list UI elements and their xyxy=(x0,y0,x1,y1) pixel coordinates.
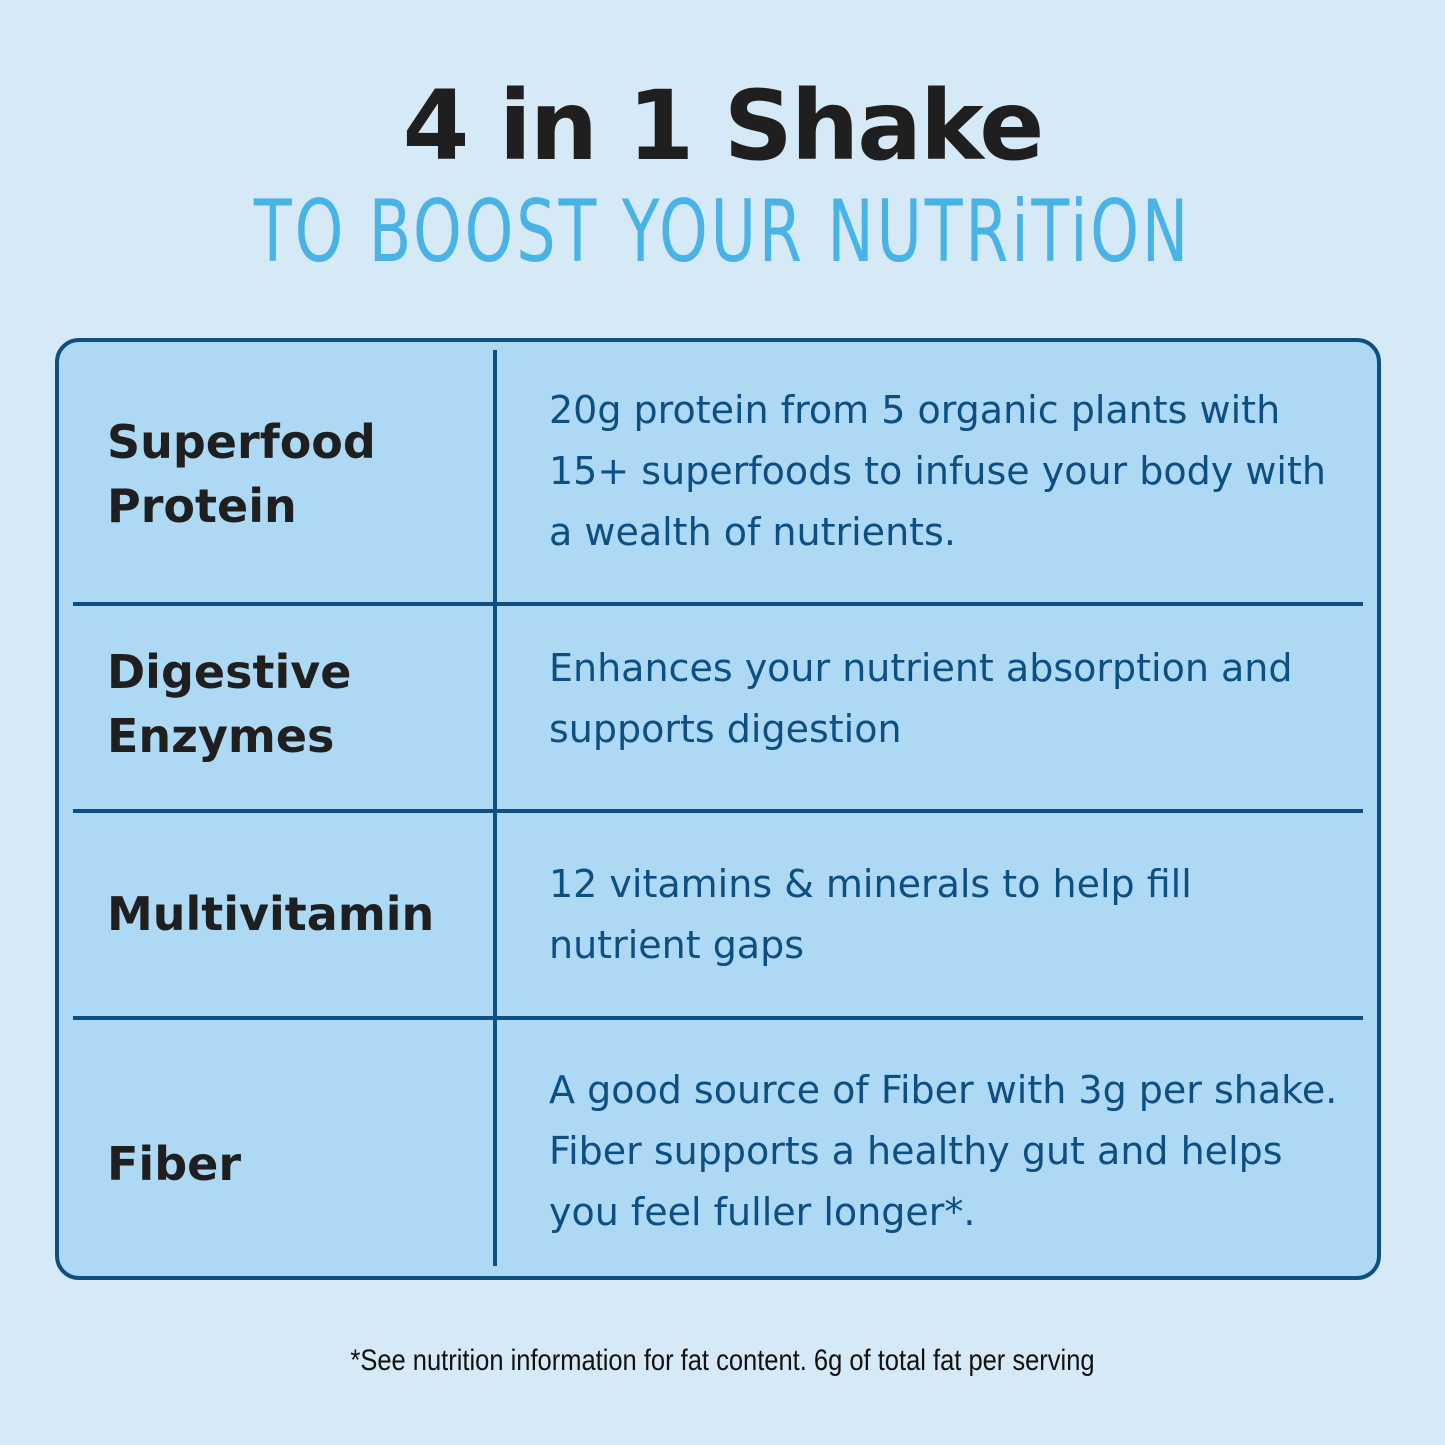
row-label: Fiber xyxy=(107,1137,242,1191)
row-divider xyxy=(73,1016,1363,1020)
column-divider xyxy=(493,350,497,1266)
row-label: Multivitamin xyxy=(107,887,435,941)
row-description: A good source of Fiber with 3g per shake… xyxy=(549,1068,1338,1234)
row-divider xyxy=(73,809,1363,813)
page-subtitle: TO BOOST YOUR NUTRiTiON xyxy=(253,182,1192,282)
footnote: *See nutrition information for fat conte… xyxy=(350,1344,1095,1377)
row-description: 20g protein from 5 organic plants with 1… xyxy=(549,388,1326,554)
row-description: 12 vitamins & minerals to help fill nutr… xyxy=(549,862,1192,967)
page-title: 4 in 1 Shake xyxy=(402,70,1045,182)
row-label: Digestive Enzymes xyxy=(107,645,352,763)
row-label: Superfood Protein xyxy=(107,415,376,533)
row-divider xyxy=(73,602,1363,606)
row-description: Enhances your nutrient absorption and su… xyxy=(549,646,1293,751)
benefits-table: Superfood Protein 20g protein from 5 org… xyxy=(55,338,1381,1280)
